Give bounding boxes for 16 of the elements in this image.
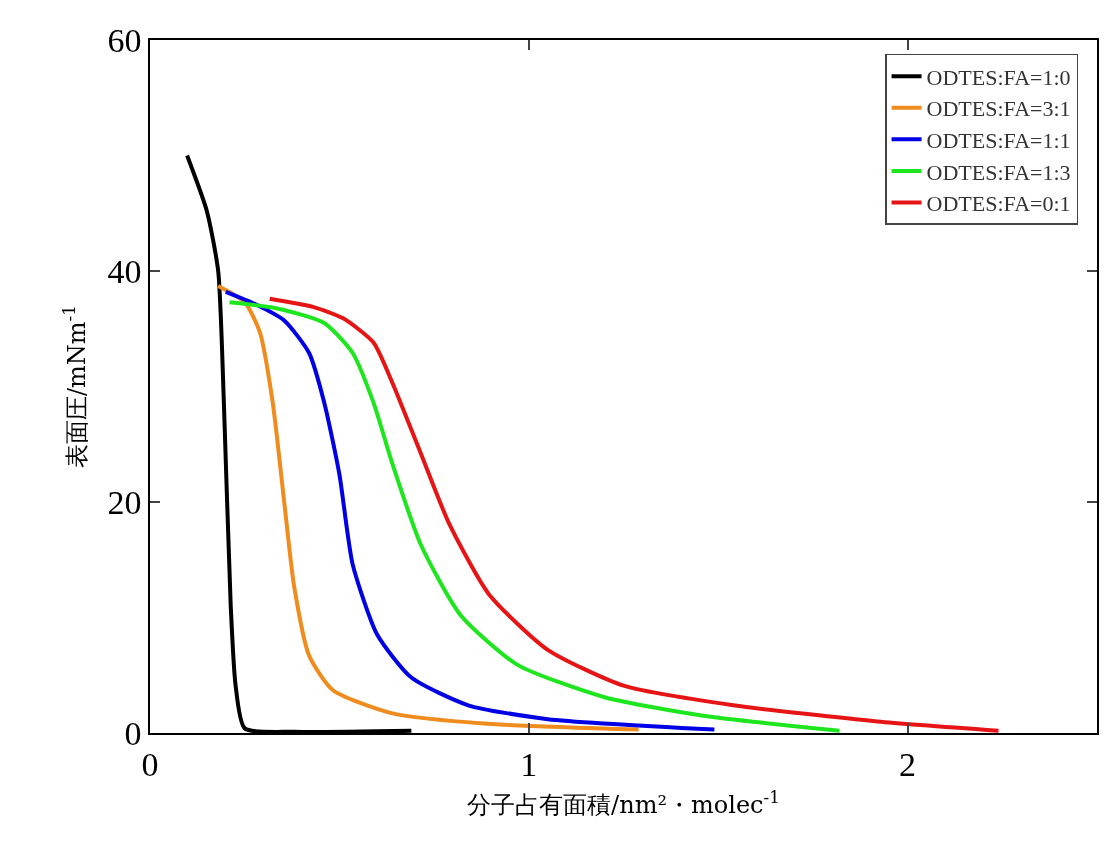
x-axis-title: 分子占有面積/nm²・molec$^{-1}$ bbox=[467, 787, 780, 820]
x-tick-label: 2 bbox=[899, 745, 917, 783]
y-tick-label: 40 bbox=[107, 252, 142, 290]
legend-label: ODTES:FA=1:0 bbox=[926, 64, 1071, 90]
line-series bbox=[227, 300, 842, 733]
x-tick-label: 1 bbox=[520, 745, 538, 783]
legend-label: ODTES:FA=1:3 bbox=[926, 159, 1071, 185]
y-tick-label: 0 bbox=[124, 714, 142, 752]
legend-label: ODTES:FA=0:1 bbox=[926, 191, 1071, 217]
line-series bbox=[267, 296, 1001, 733]
y-tick-label: 60 bbox=[107, 21, 142, 59]
legend-label: ODTES:FA=1:1 bbox=[926, 127, 1071, 153]
y-tick-label: 20 bbox=[107, 483, 142, 521]
line-series bbox=[223, 289, 717, 732]
line-series bbox=[216, 284, 641, 732]
legend-label: ODTES:FA=3:1 bbox=[926, 96, 1071, 122]
